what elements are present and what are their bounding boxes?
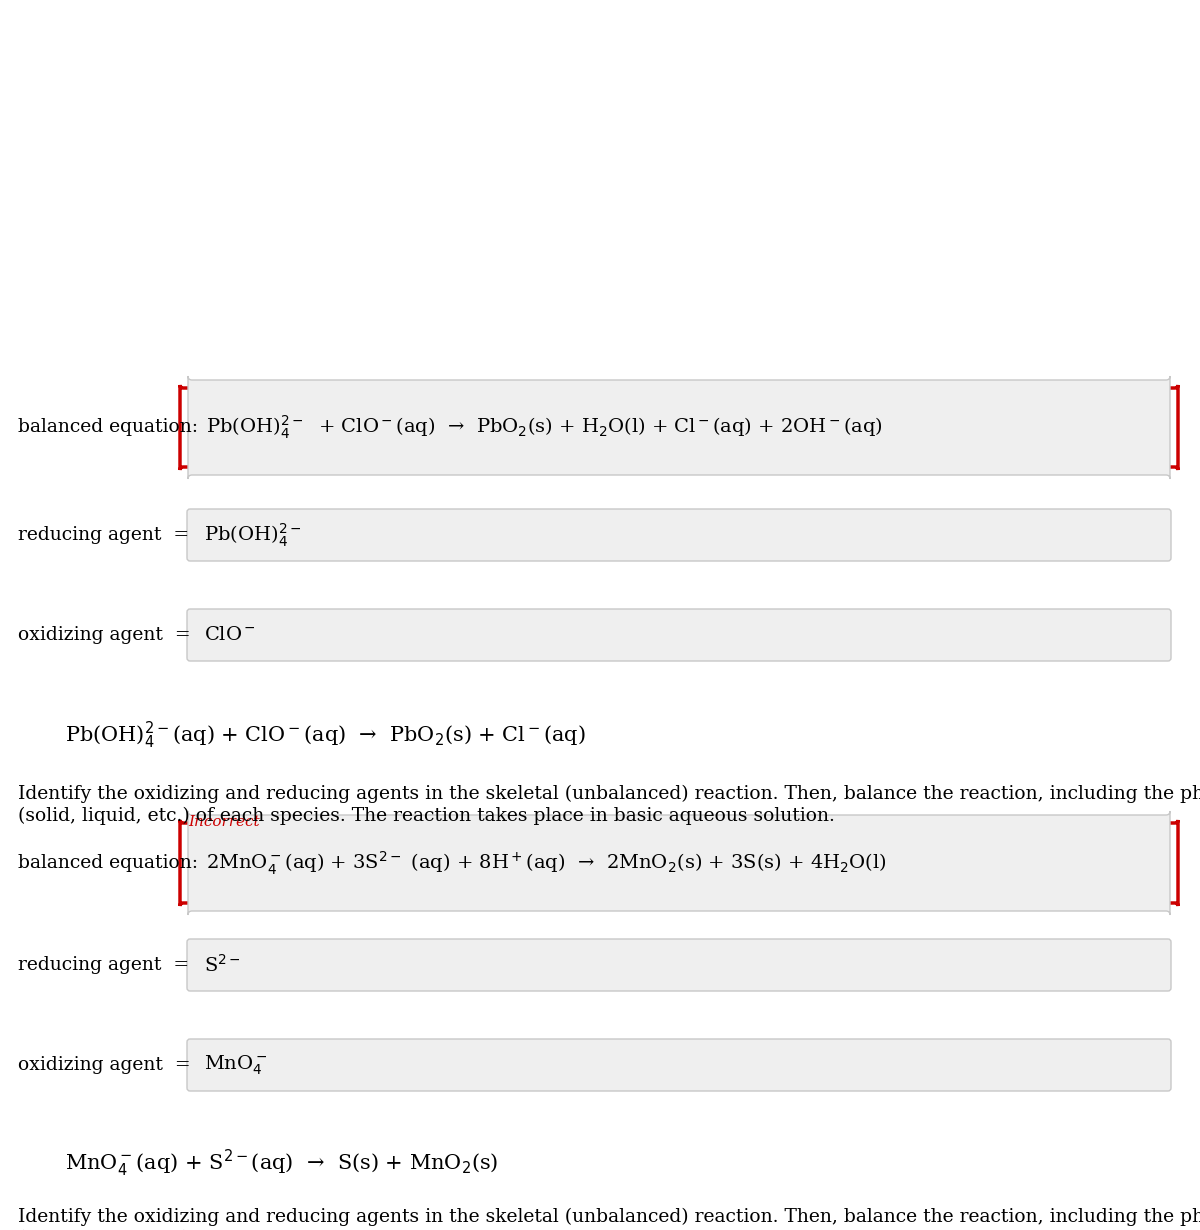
Text: Pb(OH)$_4^{2-}$(aq) + ClO$^-$(aq)  →  PbO$_2$(s) + Cl$^-$(aq): Pb(OH)$_4^{2-}$(aq) + ClO$^-$(aq) → PbO$… bbox=[65, 720, 586, 752]
Text: reducing agent  =: reducing agent = bbox=[18, 526, 190, 544]
Text: 2MnO$_4^-$(aq) + 3S$^{2-}$ (aq) + 8H$^+$(aq)  →  2MnO$_2$(s) + 3S(s) + 4H$_2$O(l: 2MnO$_4^-$(aq) + 3S$^{2-}$ (aq) + 8H$^+$… bbox=[206, 849, 887, 877]
FancyBboxPatch shape bbox=[187, 509, 1171, 561]
FancyBboxPatch shape bbox=[180, 820, 1178, 907]
FancyBboxPatch shape bbox=[188, 376, 1170, 478]
Text: Identify the oxidizing and reducing agents in the skeletal (unbalanced) reaction: Identify the oxidizing and reducing agen… bbox=[18, 1208, 1200, 1226]
Text: Pb(OH)$_4^{2-}$: Pb(OH)$_4^{2-}$ bbox=[204, 522, 301, 549]
FancyBboxPatch shape bbox=[187, 609, 1171, 661]
Text: MnO$_4^-$: MnO$_4^-$ bbox=[204, 1053, 268, 1076]
Text: ClO$^-$: ClO$^-$ bbox=[204, 626, 256, 645]
Text: balanced equation:: balanced equation: bbox=[18, 418, 198, 435]
Text: S$^{2-}$: S$^{2-}$ bbox=[204, 954, 241, 975]
Text: oxidizing agent  =: oxidizing agent = bbox=[18, 626, 191, 645]
Text: reducing agent  =: reducing agent = bbox=[18, 956, 190, 974]
Text: Pb(OH)$_4^{2-}$  + ClO$^-$(aq)  →  PbO$_2$(s) + H$_2$O(l) + Cl$^-$(aq) + 2OH$^-$: Pb(OH)$_4^{2-}$ + ClO$^-$(aq) → PbO$_2$(… bbox=[206, 413, 883, 442]
FancyBboxPatch shape bbox=[187, 1039, 1171, 1091]
FancyBboxPatch shape bbox=[187, 938, 1171, 991]
Text: Incorrect: Incorrect bbox=[188, 815, 259, 829]
Text: balanced equation:: balanced equation: bbox=[18, 854, 198, 872]
Text: MnO$_4^-$(aq) + S$^{2-}$(aq)  →  S(s) + MnO$_2$(s): MnO$_4^-$(aq) + S$^{2-}$(aq) → S(s) + Mn… bbox=[65, 1148, 498, 1180]
Text: (solid, liquid, etc.) of each species. The reaction takes place in basic aqueous: (solid, liquid, etc.) of each species. T… bbox=[18, 807, 835, 825]
Text: Identify the oxidizing and reducing agents in the skeletal (unbalanced) reaction: Identify the oxidizing and reducing agen… bbox=[18, 785, 1200, 803]
FancyBboxPatch shape bbox=[188, 811, 1170, 915]
FancyBboxPatch shape bbox=[180, 385, 1178, 470]
Text: oxidizing agent  =: oxidizing agent = bbox=[18, 1057, 191, 1074]
